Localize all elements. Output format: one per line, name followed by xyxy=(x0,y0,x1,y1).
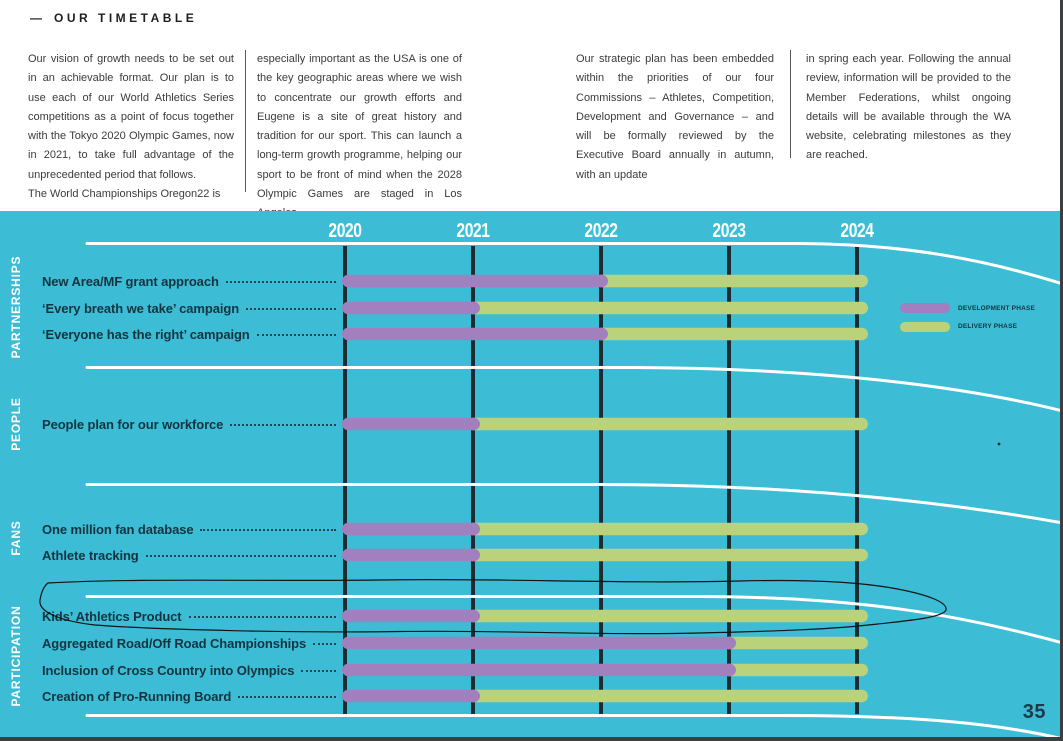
legend-label: DEVELOPMENT PHASE xyxy=(958,304,1036,312)
legend-swatch xyxy=(900,321,950,332)
year-label: 2022 xyxy=(584,220,618,242)
dotted-leader xyxy=(188,616,336,618)
row-label: Creation of Pro-Running Board xyxy=(42,688,232,704)
intro-column-2: especially important as the USA is one o… xyxy=(257,50,462,224)
year-label: 2021 xyxy=(456,220,490,242)
legend: DEVELOPMENT PHASE DELIVERY PHASE xyxy=(900,303,1035,340)
dotted-leader xyxy=(246,308,336,310)
row-label: Kids’ Athletics Product xyxy=(42,608,182,624)
scan-edge xyxy=(0,737,1063,741)
year-label: 2020 xyxy=(328,220,362,242)
timeline-row: Creation of Pro-Running Board xyxy=(42,687,338,705)
intro-section: — OUR TIMETABLE Our vision of growth need… xyxy=(0,0,1063,219)
intro-paragraph: in spring each year. Following the annua… xyxy=(806,53,1011,162)
category-label-participation: PARTICIPATION xyxy=(9,605,23,707)
row-label: ‘Every breath we take’ campaign xyxy=(42,300,240,316)
legend-label: DELIVERY PHASE xyxy=(958,323,1018,330)
row-label: People plan for our workforce xyxy=(42,416,224,432)
intro-paragraph: The World Championships Oregon22 is xyxy=(28,188,221,201)
row-label: One million fan database xyxy=(42,521,194,537)
intro-paragraph: especially important as the USA is one o… xyxy=(257,53,462,219)
dotted-leader xyxy=(225,281,336,283)
year-label: 2024 xyxy=(840,220,874,242)
category-label-partnerships: PARTNERSHIPS xyxy=(9,255,23,359)
legend-item: DEVELOPMENT PHASE xyxy=(900,303,1035,313)
page-number: 35 xyxy=(1022,701,1046,723)
timeline-row: New Area/MF grant approach xyxy=(42,272,338,290)
timeline-row: Kids’ Athletics Product xyxy=(42,607,338,625)
category-label-fans: FANS xyxy=(9,520,23,556)
dotted-leader xyxy=(238,696,336,698)
column-divider xyxy=(245,50,246,192)
row-label: Athlete tracking xyxy=(42,547,139,563)
dotted-leader xyxy=(200,529,336,531)
title-dash: — xyxy=(30,11,42,25)
page-title: — OUR TIMETABLE xyxy=(30,11,197,25)
title-text: OUR TIMETABLE xyxy=(54,11,198,25)
dotted-leader xyxy=(230,424,336,426)
row-label: ‘Everyone has the right’ campaign xyxy=(42,326,250,342)
dotted-leader xyxy=(301,670,336,672)
timeline-row: One million fan database xyxy=(42,520,338,538)
dotted-leader xyxy=(145,555,336,557)
category-label-people: PEOPLE xyxy=(9,397,23,451)
legend-swatch xyxy=(900,303,950,313)
dotted-leader xyxy=(256,334,336,336)
dotted-leader xyxy=(313,643,336,645)
row-label: New Area/MF grant approach xyxy=(42,273,219,289)
intro-column-3: Our strategic plan has been embedded wit… xyxy=(576,50,774,185)
timeline-row: ‘Every breath we take’ campaign xyxy=(42,299,338,317)
timeline-row: Athlete tracking xyxy=(42,546,338,564)
timeline-row: People plan for our workforce xyxy=(42,415,338,433)
timeline-row: Inclusion of Cross Country into Olympics xyxy=(42,661,338,679)
intro-paragraph: Our strategic plan has been embedded wit… xyxy=(576,53,774,181)
intro-column-1: Our vision of growth needs to be set out… xyxy=(28,50,234,204)
intro-column-4: in spring each year. Following the annua… xyxy=(806,50,1011,166)
timetable-chart xyxy=(0,211,1063,741)
intro-paragraph: Our vision of growth needs to be set out… xyxy=(28,53,234,181)
row-label: Aggregated Road/Off Road Championships xyxy=(42,635,307,651)
column-divider xyxy=(790,50,791,158)
year-label: 2023 xyxy=(712,220,746,242)
timeline-row: ‘Everyone has the right’ campaign xyxy=(42,325,338,343)
legend-item: DELIVERY PHASE xyxy=(900,321,1035,332)
timeline-row: Aggregated Road/Off Road Championships xyxy=(42,634,338,652)
row-label: Inclusion of Cross Country into Olympics xyxy=(42,662,295,678)
